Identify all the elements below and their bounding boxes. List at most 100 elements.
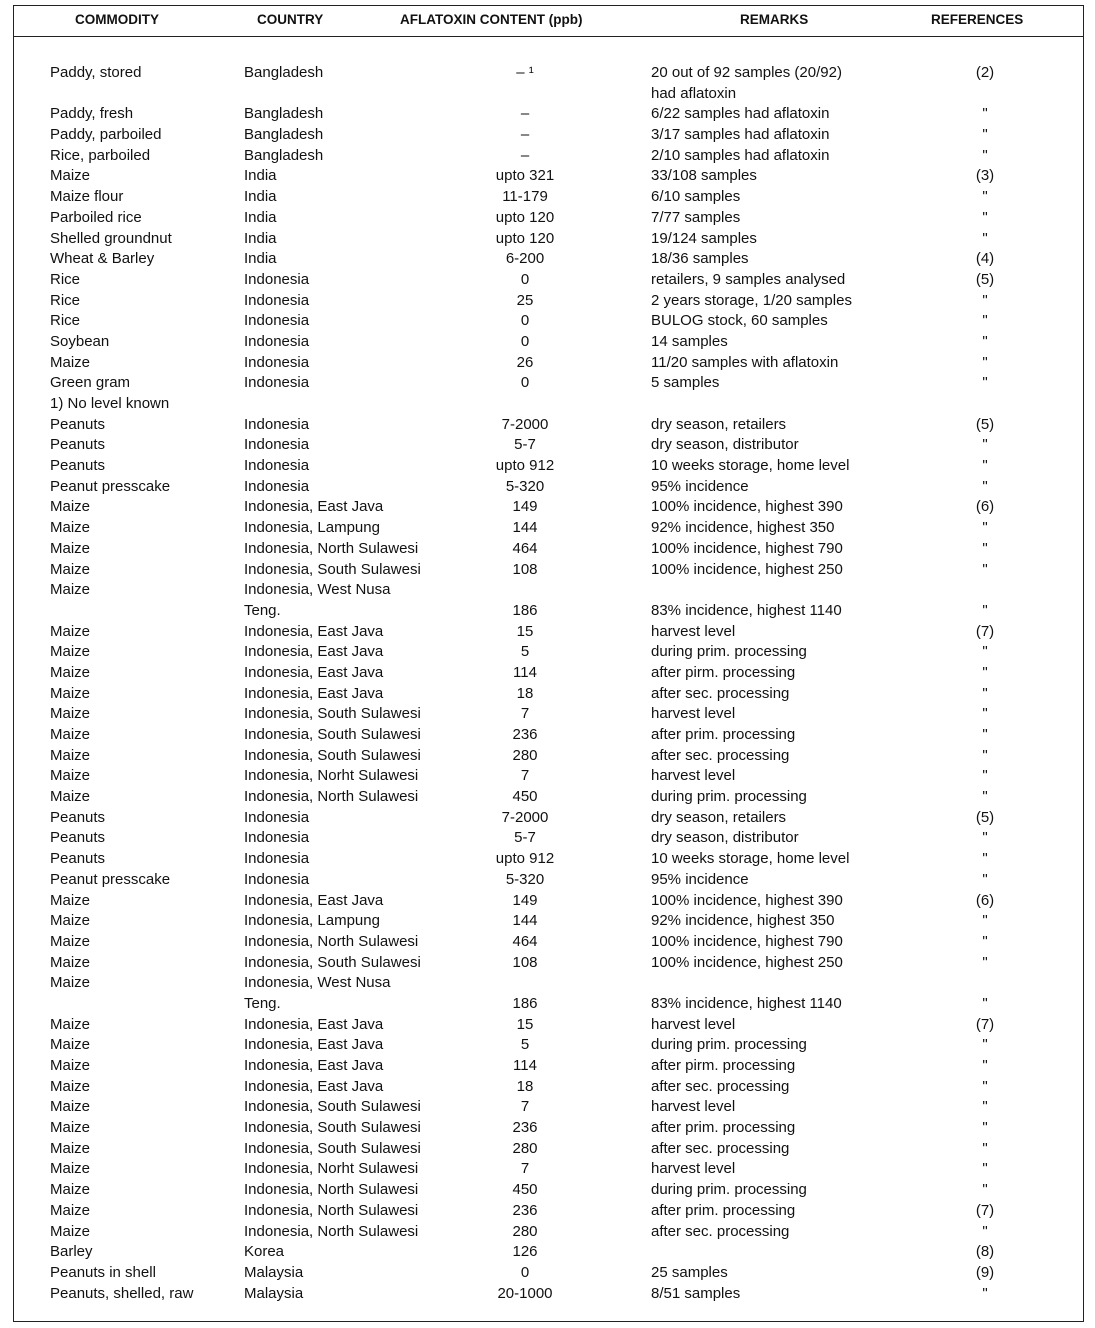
cell-commodity: Maize (50, 1119, 91, 1137)
table-row: Peanuts Indonesia upto 912 10 weeks storage… (0, 456, 1095, 477)
table-row: Maize Indonesia, Norht Sulawesi 7 harvest l… (0, 1159, 1095, 1180)
cell-commodity: Green gram (50, 374, 131, 392)
cell-country: Indonesia, North Sulawesi (244, 539, 419, 557)
table-header: COMMODITY COUNTRY AFLATOXIN CONTENT (ppb… (13, 5, 1084, 37)
cell-aflatoxin: 7-2000 (501, 415, 549, 433)
table-row: Peanuts in shell Malaysia 0 25 samples (9) (0, 1263, 1095, 1284)
cell-commodity: Wheat & Barley (50, 250, 155, 268)
cell-country: Indonesia, North Sulawesi (244, 1181, 419, 1199)
cell-reference: " (982, 643, 988, 661)
table-row: Maize India upto 321 33/108 samples (3) (0, 166, 1095, 187)
cell-aflatoxin: – (520, 105, 530, 123)
cell-commodity: Maize (50, 953, 91, 971)
cell-reference: " (982, 746, 988, 764)
table-row: Maize Indonesia, South Sulawesi 280 after s… (0, 1139, 1095, 1160)
cell-reference: (4) (975, 250, 995, 268)
cell-country: Indonesia, West Nusa (244, 974, 391, 992)
table-row: Peanut presscake Indonesia 5-320 95% incide… (0, 870, 1095, 891)
cell-reference: " (982, 601, 988, 619)
cell-reference: (6) (975, 891, 995, 909)
cell-remarks: 83% incidence, highest 1140 (651, 601, 842, 619)
cell-remarks: harvest level (651, 622, 736, 640)
cell-aflatoxin: 5-320 (505, 870, 545, 888)
table-row: Peanuts Indonesia 5-7 dry season, distribut… (0, 435, 1095, 456)
cell-remarks: after sec. processing (651, 1139, 790, 1157)
cell-country: India (244, 229, 277, 247)
cell-commodity: Maize (50, 1139, 91, 1157)
table-row: Maize Indonesia, East Java 114 after pirm. … (0, 1056, 1095, 1077)
cell-commodity: Shelled groundnut (50, 229, 172, 247)
table-row: Maize Indonesia 26 11/20 samples with aflat… (0, 353, 1095, 374)
table-row: Maize Indonesia, East Java 18 after sec. pr… (0, 684, 1095, 705)
header-references: REFERENCES (931, 12, 1024, 27)
cell-commodity: Barley (50, 1243, 93, 1261)
cell-remarks: had aflatoxin (651, 84, 737, 102)
table-row: Peanuts Indonesia upto 912 10 weeks storage… (0, 849, 1095, 870)
cell-reference: " (982, 1160, 988, 1178)
cell-remarks: after sec. processing (651, 1222, 790, 1240)
cell-aflatoxin: upto 120 (495, 229, 555, 247)
cell-remarks: after pirm. processing (651, 663, 796, 681)
cell-country: Indonesia, South Sulawesi (244, 953, 421, 971)
cell-country: Indonesia (244, 870, 310, 888)
cell-commodity: Peanuts (50, 415, 106, 433)
cell-reference: " (982, 932, 988, 950)
cell-commodity: Peanuts (50, 850, 106, 868)
table-row: Green gram Indonesia 0 5 samples " (0, 373, 1095, 394)
cell-reference: " (982, 436, 988, 454)
cell-reference: (9) (975, 1263, 995, 1281)
cell-aflatoxin: 144 (512, 519, 538, 537)
cell-country: Bangladesh (244, 105, 324, 123)
cell-commodity: Maize (50, 581, 91, 599)
cell-country: Indonesia, East Java (244, 1077, 384, 1095)
cell-aflatoxin: 6-200 (505, 250, 545, 268)
table-row: Soybean Indonesia 0 14 samples " (0, 332, 1095, 353)
cell-reference: " (982, 1036, 988, 1054)
cell-country: Malaysia (244, 1263, 304, 1281)
cell-reference: " (982, 953, 988, 971)
cell-remarks: harvest level (651, 1015, 736, 1033)
cell-remarks: 10 weeks storage, home level (651, 457, 850, 475)
cell-commodity: Maize flour (50, 188, 124, 206)
cell-reference: " (982, 705, 988, 723)
cell-reference: (7) (975, 1201, 995, 1219)
cell-remarks: 5 samples (651, 374, 720, 392)
cell-commodity: Maize (50, 643, 91, 661)
cell-aflatoxin: 7-2000 (501, 808, 549, 826)
table-row: Maize Indonesia, South Sulawesi 7 harvest l… (0, 704, 1095, 725)
cell-reference: " (982, 374, 988, 392)
cell-aflatoxin: 450 (512, 1181, 538, 1199)
cell-reference: " (982, 1119, 988, 1137)
table-row: Maize Indonesia, East Java 149 100% inciden… (0, 497, 1095, 518)
table-row: Maize Indonesia, South Sulawesi 108 100% in… (0, 953, 1095, 974)
table-row: Maize Indonesia, East Java 5 during prim. p… (0, 642, 1095, 663)
cell-reference: " (982, 788, 988, 806)
cell-commodity: Paddy, parboiled (50, 126, 162, 144)
cell-aflatoxin: 108 (512, 560, 538, 578)
cell-aflatoxin: upto 120 (495, 208, 555, 226)
cell-remarks: during prim. processing (651, 788, 807, 806)
cell-commodity: Maize (50, 932, 91, 950)
cell-commodity: Maize (50, 353, 91, 371)
table-row: Peanuts, shelled, raw Malaysia 20-1000 8/51… (0, 1284, 1095, 1305)
cell-commodity: Maize (50, 167, 91, 185)
cell-commodity: Peanuts (50, 457, 106, 475)
cell-aflatoxin: 280 (512, 746, 538, 764)
cell-remarks: 92% incidence, highest 350 (651, 519, 835, 537)
cell-country: Indonesia, South Sulawesi (244, 726, 421, 743)
cell-commodity: Maize (50, 974, 91, 992)
cell-country: Indonesia (244, 808, 310, 826)
cell-country: Bangladesh (244, 126, 324, 144)
cell-aflatoxin: upto 912 (495, 457, 555, 475)
table-row: Peanut presscake Indonesia 5-320 95% incide… (0, 477, 1095, 498)
cell-commodity: Peanut presscake (50, 477, 171, 495)
cell-reference: " (982, 994, 988, 1012)
cell-aflatoxin: 15 (516, 622, 534, 640)
cell-reference: " (982, 870, 988, 888)
cell-aflatoxin: 236 (512, 726, 538, 743)
cell-reference: " (982, 663, 988, 681)
cell-aflatoxin: 114 (513, 1057, 537, 1074)
cell-country: Bangladesh (244, 146, 324, 164)
cell-aflatoxin: 0 (520, 374, 530, 392)
cell-reference: " (982, 126, 988, 144)
